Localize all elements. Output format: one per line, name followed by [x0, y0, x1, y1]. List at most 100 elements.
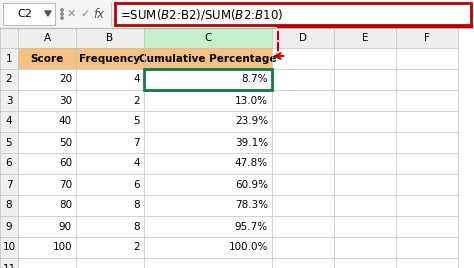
Circle shape [61, 17, 63, 19]
Bar [272, 90, 334, 111]
Bar [0, 28, 18, 48]
Bar [334, 90, 396, 111]
Bar [272, 48, 334, 69]
Text: 6: 6 [6, 158, 12, 169]
Text: 2: 2 [133, 95, 140, 106]
Bar [334, 237, 396, 258]
Bar [334, 258, 396, 268]
Text: 1: 1 [6, 54, 12, 64]
Bar [396, 195, 458, 216]
Text: 3: 3 [6, 95, 12, 106]
Bar [0, 216, 18, 237]
Bar [144, 174, 272, 195]
Text: 20: 20 [59, 75, 72, 84]
Bar [76, 90, 144, 111]
Bar [0, 195, 18, 216]
Text: 100.0%: 100.0% [228, 243, 268, 252]
Bar [144, 258, 272, 268]
Text: 2: 2 [6, 75, 12, 84]
Bar [144, 132, 272, 153]
Bar [396, 90, 458, 111]
Bar [76, 237, 144, 258]
Bar [144, 153, 272, 174]
Bar [334, 69, 396, 90]
Text: 2: 2 [133, 243, 140, 252]
Bar [76, 153, 144, 174]
Text: 78.3%: 78.3% [235, 200, 268, 210]
Text: Score: Score [30, 54, 64, 64]
Bar [18, 90, 76, 111]
Text: 6: 6 [133, 180, 140, 189]
Text: E: E [362, 33, 368, 43]
Text: 70: 70 [59, 180, 72, 189]
Text: 30: 30 [59, 95, 72, 106]
Bar [144, 90, 272, 111]
Bar [18, 174, 76, 195]
Bar [76, 28, 144, 48]
Bar [396, 153, 458, 174]
Text: 47.8%: 47.8% [235, 158, 268, 169]
Text: 7: 7 [133, 137, 140, 147]
Text: Cumulative Percentage: Cumulative Percentage [139, 54, 277, 64]
Text: fx: fx [93, 8, 105, 20]
Text: Frequency: Frequency [80, 54, 141, 64]
Text: 4: 4 [6, 117, 12, 126]
Bar [396, 111, 458, 132]
Bar [0, 153, 18, 174]
Bar [272, 111, 334, 132]
Text: F: F [424, 33, 430, 43]
Text: 8: 8 [133, 200, 140, 210]
Text: 23.9%: 23.9% [235, 117, 268, 126]
Text: 8: 8 [6, 200, 12, 210]
Bar [76, 195, 144, 216]
Text: 4: 4 [133, 75, 140, 84]
Polygon shape [45, 11, 51, 16]
Text: 60.9%: 60.9% [235, 180, 268, 189]
Bar [144, 216, 272, 237]
Text: 5: 5 [133, 117, 140, 126]
Text: C: C [204, 33, 212, 43]
Text: 100: 100 [52, 243, 72, 252]
Bar [76, 258, 144, 268]
Bar [396, 216, 458, 237]
Bar [76, 216, 144, 237]
Bar [0, 237, 18, 258]
Bar [18, 111, 76, 132]
Text: =SUM($B$2:B2)/SUM($B$2:$B$10): =SUM($B$2:B2)/SUM($B$2:$B$10) [120, 6, 283, 21]
Bar [18, 28, 76, 48]
Text: 5: 5 [6, 137, 12, 147]
Text: 4: 4 [133, 158, 140, 169]
Bar [18, 153, 76, 174]
Text: 10: 10 [2, 243, 16, 252]
Text: 8: 8 [133, 221, 140, 232]
Text: 95.7%: 95.7% [235, 221, 268, 232]
Bar [0, 174, 18, 195]
Bar [334, 195, 396, 216]
Bar [18, 132, 76, 153]
Bar [3, 3, 55, 25]
Bar [18, 195, 76, 216]
Text: 11: 11 [2, 263, 16, 268]
Bar [144, 69, 272, 90]
Text: 9: 9 [6, 221, 12, 232]
Text: 50: 50 [59, 137, 72, 147]
Bar [144, 69, 272, 90]
Bar [144, 28, 272, 48]
Circle shape [61, 13, 63, 15]
Bar [396, 69, 458, 90]
Bar [76, 111, 144, 132]
Bar [144, 195, 272, 216]
Bar [272, 216, 334, 237]
Text: 40: 40 [59, 117, 72, 126]
Text: A: A [44, 33, 51, 43]
Text: 8.7%: 8.7% [241, 75, 268, 84]
Circle shape [61, 9, 63, 11]
Text: 90: 90 [59, 221, 72, 232]
Bar [272, 237, 334, 258]
Bar [272, 132, 334, 153]
Bar [18, 216, 76, 237]
Bar [272, 174, 334, 195]
Bar [272, 28, 334, 48]
Bar [0, 0, 474, 28]
Text: 39.1%: 39.1% [235, 137, 268, 147]
